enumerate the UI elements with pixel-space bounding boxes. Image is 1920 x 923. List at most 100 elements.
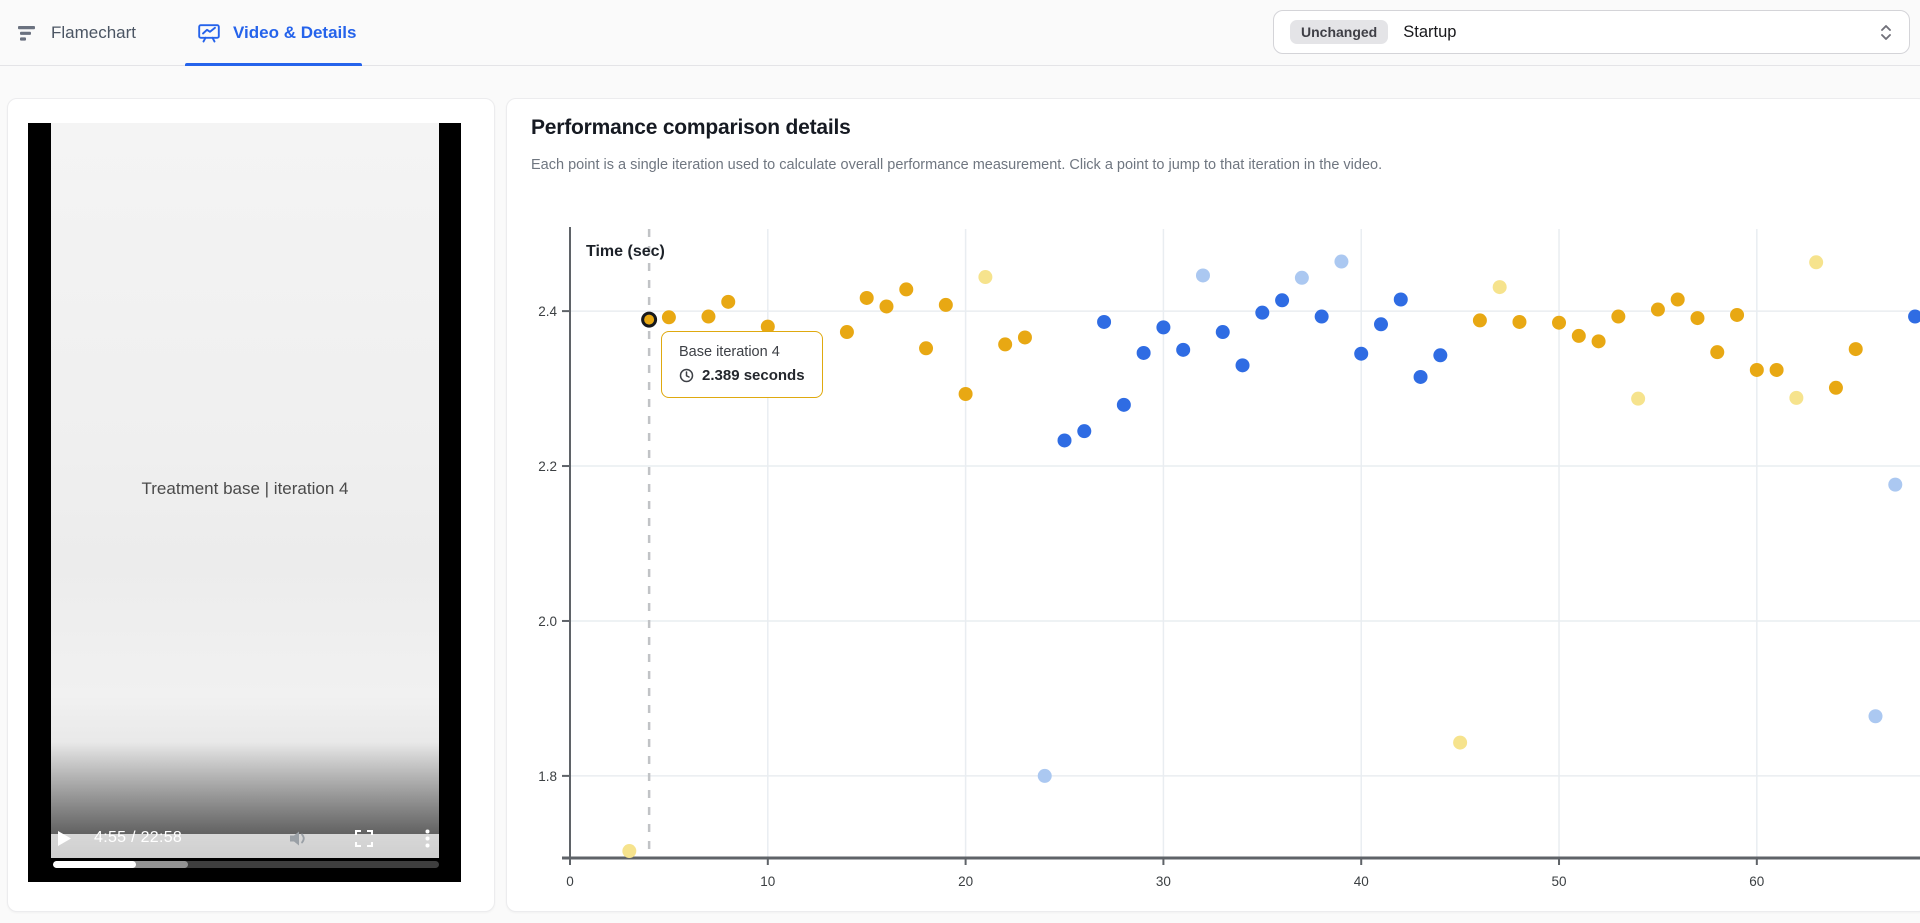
page-subtitle: Each point is a single iteration used to…: [531, 157, 1383, 173]
video-card: Treatment base | iteration 4 4:55 / 22:5…: [7, 98, 495, 912]
data-point-treatment[interactable]: [1235, 358, 1250, 373]
data-point-base[interactable]: [1769, 362, 1784, 377]
data-point-treatment[interactable]: [1215, 325, 1230, 340]
data-point-treatment-outlier[interactable]: [1037, 768, 1052, 783]
data-point-base-outlier[interactable]: [1789, 390, 1804, 405]
y-tick-label: 2.0: [538, 614, 557, 629]
point-tooltip: Base iteration 4 2.389 seconds: [661, 331, 823, 398]
video-player[interactable]: Treatment base | iteration 4 4:55 / 22:5…: [28, 123, 461, 882]
data-point-treatment[interactable]: [1116, 397, 1131, 412]
flamechart-icon: [18, 25, 35, 41]
played-bar: [53, 861, 136, 868]
tab-flamechart[interactable]: Flamechart: [17, 0, 136, 66]
data-point-base[interactable]: [998, 337, 1013, 352]
data-point-base[interactable]: [1650, 302, 1665, 317]
x-tick-label: 10: [760, 874, 775, 889]
video-frame: Treatment base | iteration 4: [51, 123, 439, 858]
data-point-base[interactable]: [938, 297, 953, 312]
x-tick-label: 50: [1552, 874, 1567, 889]
data-point-base[interactable]: [760, 319, 775, 334]
data-point-base[interactable]: [958, 386, 973, 401]
fullscreen-button[interactable]: [355, 827, 373, 849]
data-point-base[interactable]: [661, 310, 676, 325]
tab-flamechart-label: Flamechart: [51, 23, 137, 42]
data-point-base[interactable]: [899, 282, 914, 297]
data-point-treatment[interactable]: [1393, 292, 1408, 307]
data-point-base[interactable]: [1512, 314, 1527, 329]
data-point-treatment[interactable]: [1077, 424, 1092, 439]
y-tick-label: 1.8: [538, 769, 557, 784]
data-point-base[interactable]: [1472, 313, 1487, 328]
y-axis-title: Time (sec): [586, 243, 665, 260]
data-point-base[interactable]: [919, 341, 934, 356]
volume-muted-icon[interactable]: [290, 827, 311, 849]
data-point-base[interactable]: [1710, 345, 1725, 360]
data-point-base[interactable]: [1591, 334, 1606, 349]
x-tick-label: 20: [958, 874, 973, 889]
data-point-base[interactable]: [879, 299, 894, 314]
data-point-base[interactable]: [1670, 292, 1685, 307]
data-point-base[interactable]: [1571, 328, 1586, 343]
tab-video-details-label: Video & Details: [233, 23, 357, 42]
y-tick-label: 2.2: [538, 459, 557, 474]
top-bar: Flamechart Video & Details Unchanged Sta…: [0, 0, 1920, 66]
tab-video-details[interactable]: Video & Details: [198, 0, 356, 66]
data-point-base[interactable]: [1690, 311, 1705, 326]
data-point-treatment[interactable]: [1176, 342, 1191, 357]
data-point-base-outlier[interactable]: [1453, 735, 1468, 750]
comparison-metric-select[interactable]: Unchanged Startup: [1273, 10, 1910, 54]
tooltip-value: 2.389 seconds: [702, 367, 805, 384]
data-point-treatment-outlier[interactable]: [1868, 709, 1883, 724]
controls-gradient: [51, 742, 439, 834]
data-point-base-outlier[interactable]: [1631, 391, 1646, 406]
details-card: Performance comparison details Each poin…: [506, 98, 1920, 912]
data-point-treatment-outlier[interactable]: [1334, 254, 1349, 269]
select-chevrons-icon: [1879, 23, 1893, 42]
data-point-treatment[interactable]: [1433, 348, 1448, 363]
x-tick-label: 30: [1156, 874, 1171, 889]
data-point-base[interactable]: [701, 309, 716, 324]
video-details-icon: [198, 24, 220, 43]
clock-icon: [679, 368, 694, 383]
data-point-treatment[interactable]: [1275, 293, 1290, 308]
data-point-base[interactable]: [1749, 362, 1764, 377]
video-progress-bar[interactable]: [53, 861, 439, 868]
x-tick-label: 60: [1749, 874, 1764, 889]
data-point-treatment-outlier[interactable]: [1294, 270, 1309, 285]
status-badge: Unchanged: [1290, 20, 1389, 44]
data-point-treatment[interactable]: [1314, 309, 1329, 324]
data-point-base-outlier[interactable]: [1492, 280, 1507, 295]
active-tab-indicator: [185, 63, 362, 66]
data-point-base[interactable]: [1017, 330, 1032, 345]
data-point-base-outlier[interactable]: [1809, 255, 1824, 270]
data-point-base-outlier[interactable]: [622, 844, 637, 859]
data-point-treatment-outlier[interactable]: [1888, 477, 1903, 492]
data-point-treatment[interactable]: [1156, 320, 1171, 335]
select-value: Startup: [1403, 22, 1457, 41]
data-point-treatment[interactable]: [1413, 369, 1428, 384]
play-button[interactable]: [58, 827, 71, 849]
data-point-treatment[interactable]: [1373, 317, 1388, 332]
data-point-treatment-outlier[interactable]: [1195, 268, 1210, 283]
data-point-base-outlier[interactable]: [978, 270, 993, 285]
data-point-treatment[interactable]: [1354, 346, 1369, 361]
selected-data-point[interactable]: [641, 311, 658, 328]
data-point-treatment[interactable]: [1057, 433, 1072, 448]
data-point-treatment[interactable]: [1255, 305, 1270, 320]
data-point-base[interactable]: [1552, 315, 1567, 330]
data-point-base[interactable]: [1730, 307, 1745, 322]
scatter-chart: 0 10 20 30 40 50 60 2.4 2.2 2.0 1.8 Time (sec): [538, 227, 1920, 889]
data-point-base[interactable]: [1848, 342, 1863, 357]
data-point-base[interactable]: [721, 294, 736, 309]
y-tick-label: 2.4: [538, 304, 557, 319]
data-point-treatment[interactable]: [1097, 314, 1112, 329]
data-point-base[interactable]: [839, 325, 854, 340]
data-point-base[interactable]: [1828, 380, 1843, 395]
more-options-button[interactable]: [425, 827, 430, 849]
data-point-treatment[interactable]: [1136, 345, 1151, 360]
data-point-base[interactable]: [859, 290, 874, 305]
x-tick-label: 40: [1354, 874, 1369, 889]
data-point-base[interactable]: [1611, 309, 1626, 324]
video-overlay-title: Treatment base | iteration 4: [141, 479, 349, 498]
data-point-treatment[interactable]: [1908, 309, 1920, 324]
